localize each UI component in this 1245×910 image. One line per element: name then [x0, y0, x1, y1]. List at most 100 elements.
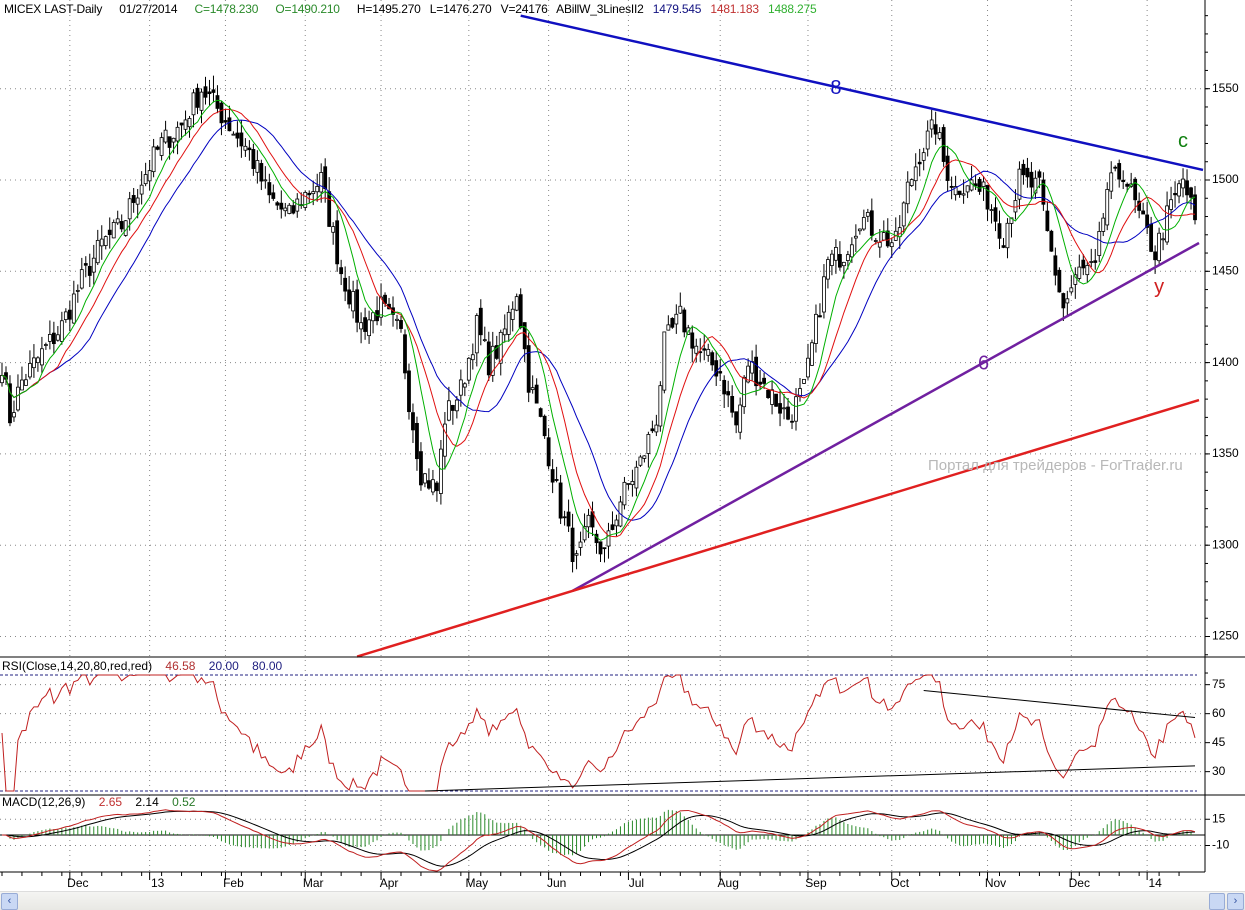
macd-tick-label: 15 [1212, 811, 1226, 825]
candle-up [351, 291, 356, 312]
candle-up [953, 186, 958, 196]
macd-line [1, 809, 1196, 872]
candle-up [16, 386, 20, 411]
candle-down [1153, 251, 1158, 261]
candle-up [1105, 189, 1110, 226]
candle-up [446, 400, 451, 421]
candle-up [630, 481, 635, 486]
candle-down [239, 132, 244, 147]
candle-up [981, 181, 986, 187]
candle-up [622, 481, 627, 506]
indicator-red-value: 1481.183 [710, 2, 759, 16]
candle-up [187, 118, 192, 128]
candle-up [905, 181, 910, 205]
candle-down [67, 309, 72, 320]
candle-down [271, 192, 276, 199]
candle-down [518, 294, 523, 328]
candle-down [107, 229, 112, 236]
candle-up [75, 289, 80, 292]
trendline-support [356, 398, 1200, 658]
candle-down [219, 102, 224, 124]
horizontal-scrollbar[interactable]: ‹ › [0, 891, 1245, 910]
candle-up [1033, 177, 1038, 194]
time-tick-label: Dec [1069, 876, 1090, 890]
scroll-right-button[interactable]: › [1227, 893, 1244, 910]
candle-down [195, 87, 200, 108]
candle-down [562, 516, 567, 519]
candle-down [427, 480, 431, 489]
candle-up [510, 308, 515, 320]
high-value: H=1495.270 [356, 2, 421, 16]
candle-down [327, 191, 332, 227]
candle-up [925, 130, 930, 150]
candle-down [1141, 210, 1146, 215]
candle-up [295, 198, 300, 212]
macd-name: MACD(12,26,9) [2, 795, 86, 809]
time-tick-label: May [465, 876, 488, 890]
candle-up [95, 239, 100, 264]
candle-down [167, 136, 172, 148]
candle-up [127, 198, 132, 220]
candle-up [371, 312, 375, 322]
candle-up [151, 146, 156, 173]
scroll-thumb[interactable] [1209, 893, 1225, 910]
candle-down [279, 202, 284, 210]
candle-up [646, 434, 651, 454]
symbol: MICEX LAST-Daily [4, 2, 103, 16]
candle-down [1193, 194, 1197, 221]
candle-down [602, 547, 607, 550]
open-value: O=1490.210 [275, 2, 340, 16]
candle-down [526, 345, 531, 393]
candle-down [690, 332, 695, 349]
candle-down [1049, 230, 1054, 252]
candle-up [243, 145, 248, 151]
candle-up [1017, 168, 1022, 200]
time-tick-label: Feb [223, 876, 244, 890]
candle-up [857, 228, 862, 232]
candle-up [431, 479, 435, 493]
price-tick-label: 1550 [1212, 81, 1239, 95]
candle-down [554, 479, 559, 481]
candle-up [12, 412, 16, 418]
candle-up [574, 553, 579, 556]
candle-up [578, 541, 583, 548]
candle-up [470, 354, 475, 361]
candle-up [103, 236, 108, 246]
candle-up [331, 226, 336, 233]
candle-up [442, 423, 447, 457]
scroll-left-button[interactable]: ‹ [1, 893, 18, 910]
candle-up [147, 170, 152, 182]
candle-up [311, 191, 316, 195]
candle-down [407, 370, 411, 413]
candle-down [343, 277, 348, 292]
candle-down [1125, 183, 1130, 187]
candle-down [598, 541, 603, 555]
candle-up [79, 269, 84, 289]
candle-up [810, 342, 814, 366]
candle-down [977, 178, 982, 192]
candle-down [650, 428, 655, 432]
candle-down [155, 146, 160, 150]
candle-up [606, 530, 611, 547]
price-tick-label: 1350 [1212, 446, 1239, 460]
rsi-name: RSI(Close,14,20,80,red,red) [2, 659, 153, 673]
candle-up [901, 202, 906, 227]
candle-down [1133, 178, 1138, 201]
candle-down [291, 205, 296, 214]
candle-down [1117, 163, 1122, 180]
rsi-value: 46.58 [165, 659, 196, 673]
candle-down [478, 307, 483, 336]
candle-up [877, 241, 882, 248]
candle-down [259, 163, 264, 182]
candle-down [247, 147, 252, 151]
chart-header: MICEX LAST-Daily 01/27/2014 C=1478.230 O… [4, 2, 830, 16]
candle-down [83, 263, 88, 266]
candle-down [1041, 179, 1046, 205]
candle-up [834, 247, 838, 261]
candle-up [802, 378, 806, 384]
candle-down [917, 161, 922, 165]
candle-down [51, 332, 56, 345]
candle-up [674, 313, 679, 325]
candle-up [283, 207, 288, 212]
